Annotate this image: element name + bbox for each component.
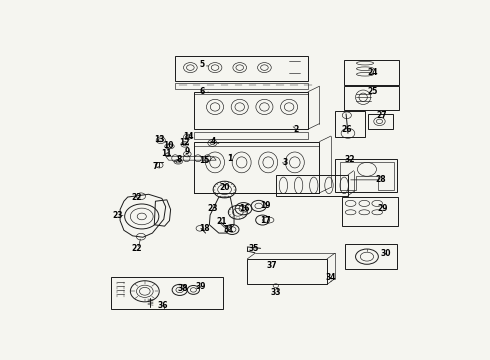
Text: 9: 9	[185, 147, 190, 156]
Bar	[111, 276, 222, 309]
Text: 21: 21	[216, 217, 227, 226]
Text: 7: 7	[153, 162, 158, 171]
Text: 29: 29	[377, 204, 388, 213]
Bar	[345, 244, 396, 269]
Text: 14: 14	[183, 131, 194, 140]
Text: 37: 37	[267, 261, 277, 270]
Text: 3: 3	[283, 158, 288, 167]
Text: 20: 20	[220, 183, 230, 192]
Text: 11: 11	[161, 149, 171, 158]
Text: 39: 39	[196, 282, 206, 291]
Bar	[368, 114, 393, 129]
Text: 35: 35	[249, 244, 259, 253]
Text: 12: 12	[179, 138, 190, 147]
Text: 17: 17	[260, 216, 271, 225]
Text: 22: 22	[131, 193, 142, 202]
Bar	[344, 60, 399, 85]
Text: 24: 24	[368, 68, 378, 77]
Text: 33: 33	[270, 288, 281, 297]
Text: 36: 36	[158, 301, 168, 310]
Bar	[342, 197, 398, 226]
Text: 2: 2	[294, 125, 298, 134]
Text: 4: 4	[211, 137, 216, 146]
Bar	[335, 111, 365, 138]
Text: 23: 23	[112, 211, 122, 220]
Text: 27: 27	[377, 111, 388, 120]
Text: 38: 38	[177, 284, 188, 293]
Text: 30: 30	[381, 249, 391, 258]
Text: 28: 28	[375, 175, 386, 184]
Text: 34: 34	[326, 273, 336, 282]
Bar	[335, 159, 397, 192]
Text: 25: 25	[368, 87, 378, 96]
Text: 8: 8	[176, 155, 182, 164]
Text: 18: 18	[199, 224, 210, 233]
Text: 13: 13	[154, 135, 165, 144]
Text: 26: 26	[342, 125, 352, 134]
Text: 10: 10	[164, 141, 174, 150]
Bar	[344, 86, 399, 110]
Text: 16: 16	[239, 204, 249, 213]
Text: 15: 15	[199, 156, 210, 165]
Text: 23: 23	[207, 204, 218, 213]
Text: 32: 32	[344, 155, 355, 164]
Text: 1: 1	[228, 154, 233, 163]
Text: 31: 31	[223, 225, 234, 234]
Text: 5: 5	[199, 60, 204, 69]
Text: 19: 19	[260, 201, 271, 210]
Text: 22: 22	[131, 244, 142, 253]
Text: 6: 6	[200, 87, 205, 96]
